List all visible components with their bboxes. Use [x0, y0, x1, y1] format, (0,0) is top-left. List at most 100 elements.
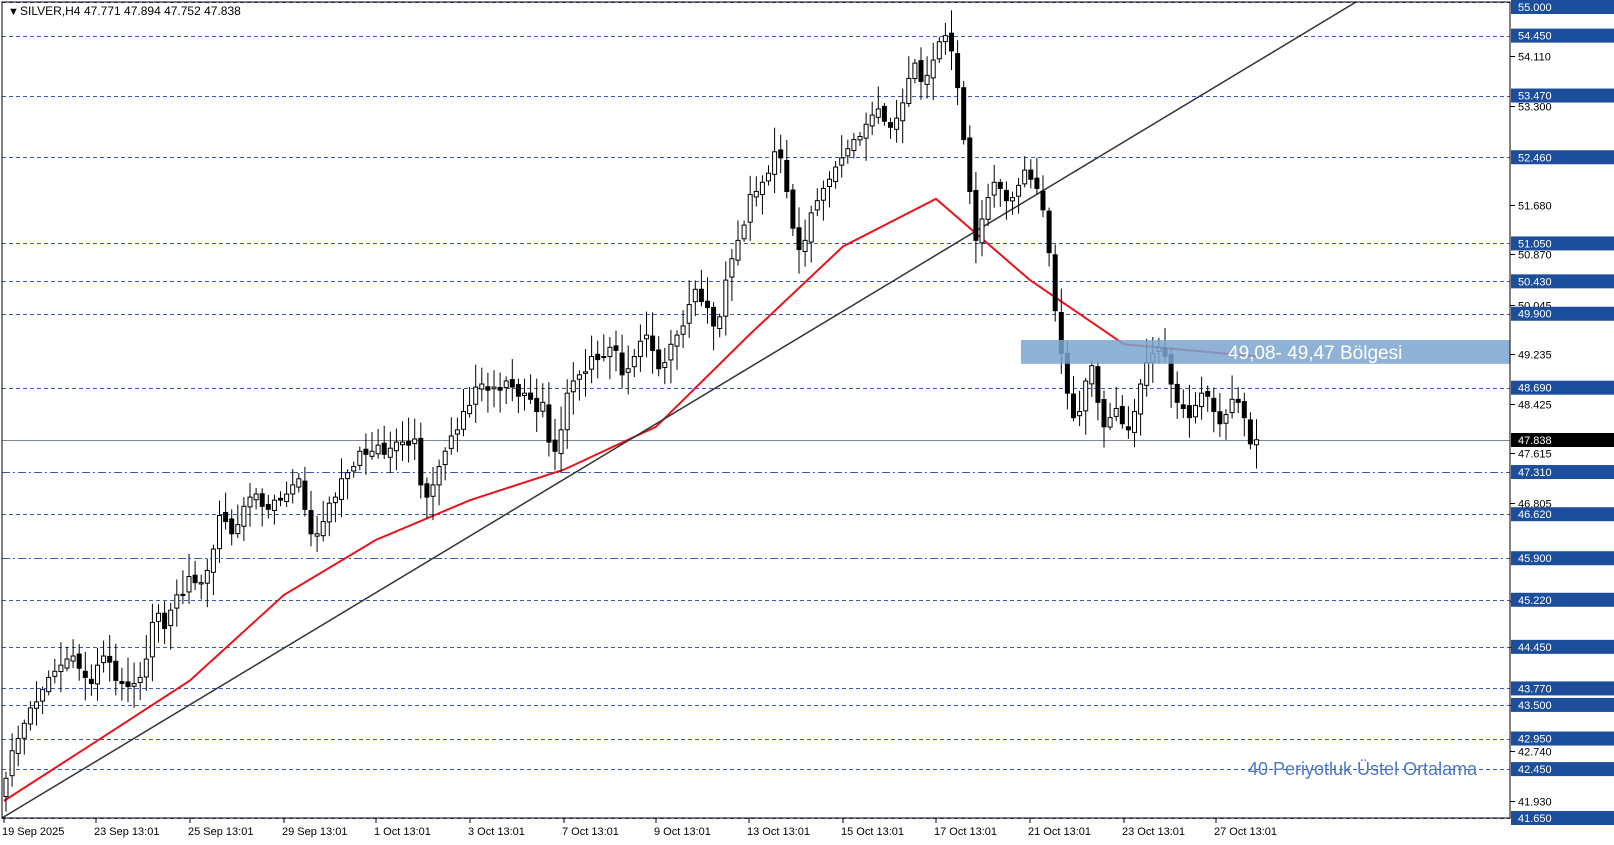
candle-body [540, 401, 546, 412]
candle-body [790, 189, 796, 229]
level-price-label: 45.900 [1518, 553, 1552, 565]
level-price-label: 42.450 [1518, 764, 1552, 776]
candle-body [1193, 404, 1198, 418]
candle-body [583, 371, 588, 374]
candle-body [436, 466, 442, 486]
candle-body [759, 181, 765, 196]
candle-body [869, 114, 875, 127]
candle-body [1247, 419, 1253, 445]
candle-body [119, 681, 125, 685]
candle-body [442, 450, 448, 466]
candle-body [1083, 380, 1089, 412]
candle-body [1113, 407, 1119, 417]
level-price-label: 43.500 [1518, 700, 1552, 712]
candle-body [814, 200, 820, 211]
candle-body [839, 157, 845, 166]
candle-body [997, 181, 1003, 189]
y-tick-label: 54.110 [1518, 52, 1551, 64]
candle-body [662, 362, 668, 368]
candle-body [1205, 390, 1211, 397]
candle-body [680, 325, 686, 335]
symbol-label: SILVER,H4 [20, 4, 81, 18]
candle-body [21, 722, 27, 739]
candle-body [387, 447, 393, 458]
candle-body [308, 510, 314, 535]
level-price-label: 52.460 [1518, 152, 1552, 164]
x-tick-label: 19 Sep 2025 [2, 826, 64, 838]
candle-body [393, 441, 399, 452]
candle-body [1022, 169, 1028, 185]
candle-body [698, 288, 704, 303]
candle-body [522, 392, 527, 396]
candle-body [162, 612, 168, 630]
candle-body [34, 701, 39, 709]
candle-body [101, 655, 107, 664]
level-price-label-box [1511, 507, 1614, 522]
candle-body [1180, 404, 1186, 409]
candle-body [784, 160, 790, 192]
candle-body [1223, 414, 1229, 424]
candle-body [967, 137, 973, 192]
candle-body [711, 306, 717, 327]
trend-line [1, 1, 1357, 819]
x-tick-label: 3 Oct 13:01 [468, 826, 525, 838]
ohlc-label: 47.771 47.894 47.752 47.838 [84, 4, 241, 18]
candle-body [936, 41, 942, 60]
candle-body [76, 653, 82, 669]
candle-body [723, 279, 729, 317]
candle-body [143, 658, 149, 678]
candle-body [570, 380, 576, 393]
level-price-label: 50.430 [1518, 276, 1552, 288]
level-price-label-box [1511, 551, 1614, 566]
candle-body [1034, 177, 1040, 189]
candle-body [265, 504, 271, 510]
candle-body [247, 496, 253, 508]
candle-body [924, 74, 930, 85]
candle-body [351, 466, 357, 472]
y-tick-label: 41.930 [1518, 797, 1552, 809]
candle-body [845, 148, 851, 157]
x-tick-label: 15 Oct 13:01 [841, 826, 904, 838]
candle-body [637, 340, 643, 358]
candle-body [210, 548, 216, 573]
candle-body [985, 197, 991, 220]
candle-body [1241, 401, 1247, 419]
candle-body [796, 227, 802, 251]
ema-annotation: 40 Periyotluk Üstel Ortalama [1248, 759, 1478, 779]
candle-body [1095, 366, 1101, 403]
candle-body [241, 505, 247, 527]
candle-body [326, 502, 332, 523]
candle-body [1107, 417, 1113, 428]
level-price-label-box [1511, 681, 1614, 696]
candle-body [961, 87, 967, 141]
level-price-label: 48.690 [1518, 383, 1552, 395]
candle-body [991, 181, 997, 196]
candle-body [3, 777, 9, 798]
level-price-label: 43.770 [1518, 683, 1552, 695]
candle-body [619, 352, 625, 376]
candle-body [58, 664, 64, 673]
y-tick-label: 47.615 [1518, 449, 1552, 461]
candle-body [863, 123, 869, 139]
level-price-label-box [1511, 236, 1614, 251]
candle-body [1071, 393, 1076, 419]
candle-body [546, 404, 552, 443]
candle-body [589, 356, 595, 370]
candle-body [15, 738, 21, 754]
candle-body [64, 658, 70, 669]
zone-rectangle [1021, 340, 1510, 364]
candle-body [1229, 398, 1235, 414]
candle-body [418, 437, 424, 486]
candle-body [778, 149, 784, 159]
candle-body [467, 404, 473, 415]
y-tick-label: 53.300 [1518, 102, 1552, 114]
candle-body [168, 609, 174, 626]
candle-body [192, 574, 198, 584]
x-tick-label: 21 Oct 13:01 [1028, 826, 1091, 838]
candle-body [27, 707, 33, 725]
level-price-label-box [1511, 380, 1614, 395]
level-price-label-box [1511, 639, 1614, 654]
candle-body [229, 518, 235, 535]
candle-body [717, 316, 723, 330]
